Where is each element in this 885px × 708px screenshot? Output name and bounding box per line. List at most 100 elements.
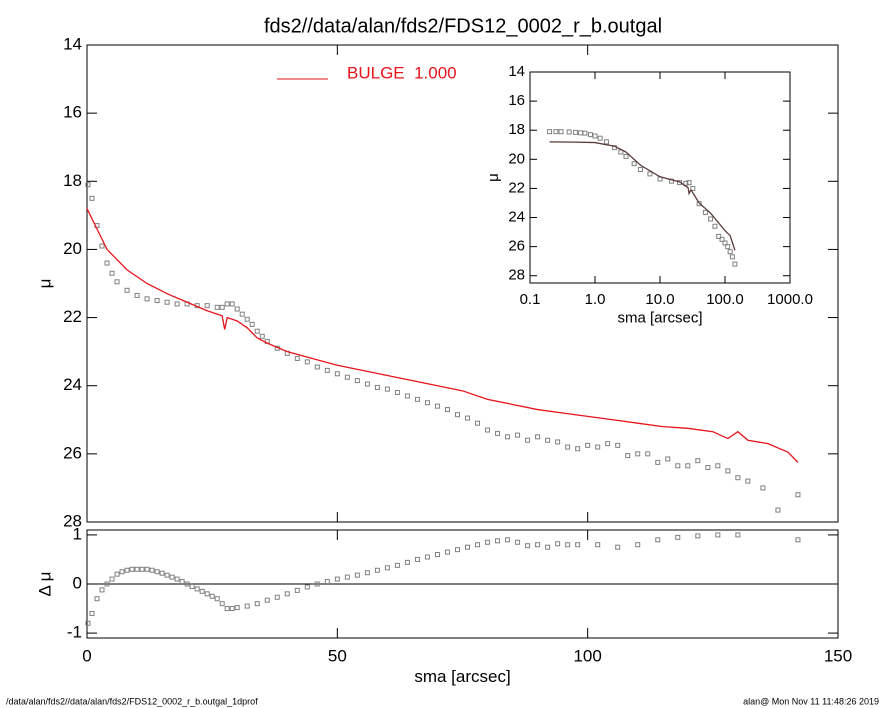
x-tick-label: 100.0 — [706, 291, 744, 308]
data-point — [625, 453, 631, 459]
data-point — [566, 129, 572, 135]
data-point — [712, 223, 718, 229]
data-point — [374, 567, 380, 573]
data-point — [124, 287, 130, 293]
data-point — [615, 544, 621, 550]
data-point — [525, 543, 531, 549]
x-tick-label: 0.1 — [520, 291, 541, 308]
data-point — [149, 567, 155, 573]
y-tick-label: 14 — [508, 63, 525, 80]
data-point — [139, 566, 145, 572]
x-tick-label: 100 — [573, 646, 601, 665]
data-point — [735, 532, 741, 538]
data-point — [229, 301, 235, 307]
data-point — [199, 588, 205, 594]
data-point — [623, 153, 629, 159]
data-point — [164, 299, 170, 305]
data-point — [204, 303, 210, 309]
data-point — [134, 566, 140, 572]
data-point — [444, 549, 450, 555]
data-point — [364, 381, 370, 387]
data-point — [184, 581, 190, 587]
data-point — [404, 559, 410, 565]
chart-title: fds2//data/alan/fds2/FDS12_0002_r_b.outg… — [264, 15, 662, 37]
data-point — [686, 180, 692, 186]
data-point — [719, 236, 725, 242]
data-point — [124, 567, 130, 573]
data-point — [716, 233, 722, 239]
data-point — [729, 254, 735, 260]
data-point — [575, 542, 581, 548]
x-tick-label: 50 — [328, 646, 347, 665]
data-point — [722, 240, 728, 246]
data-point — [635, 451, 641, 457]
data-point — [224, 606, 230, 612]
y-axis-label: μ — [485, 173, 502, 182]
data-point — [424, 554, 430, 560]
y-tick-label: 22 — [63, 307, 82, 326]
data-point — [109, 576, 115, 582]
data-point — [760, 485, 766, 491]
data-point — [647, 171, 653, 177]
data-point — [104, 581, 110, 587]
y-tick-label: 16 — [508, 92, 525, 109]
data-point — [294, 355, 300, 361]
data-point — [434, 552, 440, 558]
data-point — [575, 446, 581, 452]
y-tick-label: 22 — [508, 179, 525, 196]
y-tick-label: 26 — [508, 238, 525, 255]
data-point — [344, 374, 350, 380]
data-point — [334, 371, 340, 377]
data-point — [475, 420, 481, 426]
data-point — [114, 571, 120, 577]
data-point — [214, 304, 220, 310]
data-point — [434, 403, 440, 409]
data-point — [99, 243, 105, 249]
data-point — [244, 316, 250, 322]
y-tick-label: 0 — [73, 573, 82, 592]
data-point — [572, 129, 578, 135]
data-point — [605, 441, 611, 447]
data-point — [725, 244, 731, 250]
data-point — [696, 201, 702, 207]
data-point — [485, 539, 491, 545]
data-point — [587, 132, 593, 138]
data-point — [465, 544, 471, 550]
data-point — [795, 492, 801, 498]
data-point — [645, 451, 651, 457]
x-tick-label: 1.0 — [585, 291, 606, 308]
footer-right: alan@ Mon Nov 11 11:48:26 2019 — [743, 696, 879, 706]
data-point — [274, 594, 280, 600]
data-point — [99, 587, 105, 593]
data-point — [114, 279, 120, 285]
data-point — [695, 533, 701, 539]
data-point — [154, 298, 160, 304]
data-point — [254, 601, 260, 607]
y-axis-label: μ — [36, 279, 55, 289]
x-tick-label: 1000.0 — [767, 291, 813, 308]
data-point — [189, 583, 195, 589]
y-tick-label: 14 — [63, 34, 82, 53]
data-point — [547, 129, 553, 135]
data-point — [558, 129, 564, 135]
data-point — [535, 434, 541, 440]
data-point — [85, 182, 91, 188]
data-point — [174, 301, 180, 307]
x-axis-label: sma [arcsec] — [617, 309, 702, 326]
plot-frame — [86, 44, 839, 523]
data-point — [685, 463, 691, 469]
data-point — [214, 596, 220, 602]
y-axis-label: Δ μ — [36, 572, 55, 597]
data-point — [545, 437, 551, 443]
data-point — [505, 537, 511, 543]
data-point — [344, 574, 350, 580]
data-point — [209, 593, 215, 599]
data-point — [637, 166, 643, 172]
data-point — [715, 532, 721, 538]
data-point — [314, 364, 320, 370]
data-point — [174, 576, 180, 582]
x-tick-label: 0 — [82, 646, 91, 665]
data-point — [702, 209, 708, 215]
data-point — [595, 444, 601, 450]
data-point — [394, 390, 400, 396]
